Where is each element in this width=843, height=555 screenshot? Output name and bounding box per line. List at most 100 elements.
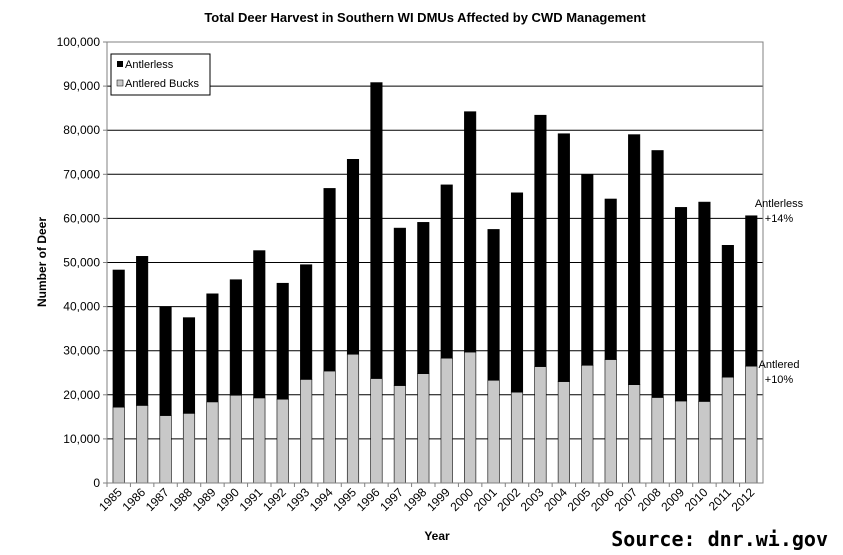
chart-title: Total Deer Harvest in Southern WI DMUs A… <box>204 10 646 25</box>
x-tick-label: 1989 <box>190 485 219 514</box>
legend-swatch-antlered <box>116 79 124 87</box>
bar-antlered <box>206 401 219 484</box>
x-tick-label: 1993 <box>283 485 312 514</box>
y-tick-label: 50,000 <box>63 256 100 270</box>
x-tick-label: 1999 <box>424 485 453 514</box>
bar-antlerless <box>628 134 641 385</box>
bar-antlerless <box>323 188 336 372</box>
source-text: Source: dnr.wi.gov <box>611 527 828 551</box>
bar-antlered <box>136 405 149 484</box>
bar-antlerless <box>745 215 758 367</box>
bar-antlerless <box>440 184 453 359</box>
bar-antlerless <box>159 306 172 416</box>
bar-antlered <box>534 366 547 484</box>
bar-antlered <box>370 378 383 484</box>
bar-antlered <box>440 357 453 484</box>
bars <box>112 82 758 484</box>
gridlines <box>103 41 763 484</box>
y-tick-label: 90,000 <box>63 79 100 93</box>
legend-label-antlerless: Antlerless <box>125 59 174 71</box>
bar-antlerless <box>487 229 500 381</box>
y-tick-label: 100,000 <box>57 35 101 49</box>
bar-antlered <box>346 353 360 484</box>
bar-antlered <box>674 400 688 484</box>
bar-antlered <box>112 406 125 484</box>
bar-antlerless <box>182 317 196 414</box>
bar-antlerless <box>674 207 688 402</box>
x-tick-label: 2002 <box>494 485 523 514</box>
bar-antlerless <box>510 192 524 393</box>
bar-antlerless <box>721 245 734 378</box>
bar-antlered <box>487 379 500 484</box>
bar-antlerless <box>604 198 617 360</box>
x-tick-label: 2011 <box>706 485 734 513</box>
bar-antlerless <box>417 222 430 374</box>
y-tick-label: 30,000 <box>63 344 100 358</box>
y-tick-label: 70,000 <box>63 167 100 181</box>
y-tick-label: 0 <box>93 476 100 490</box>
bar-antlered <box>698 401 711 484</box>
x-tick-label: 2003 <box>518 485 547 514</box>
bar-antlerless <box>300 264 313 380</box>
y-tick-label: 40,000 <box>63 300 100 314</box>
x-tick-label: 2006 <box>588 485 617 514</box>
bar-antlered <box>182 413 196 484</box>
bar-antlered <box>581 364 594 484</box>
bar-antlerless <box>346 159 360 355</box>
bar-antlered <box>510 391 524 484</box>
legend-label-antlered: Antlered Bucks <box>125 78 199 90</box>
bar-antlerless <box>698 201 711 402</box>
bar-antlerless <box>651 150 664 398</box>
bar-antlered <box>557 381 570 484</box>
x-tick-label: 2001 <box>471 485 500 514</box>
y-axis-title: Number of Deer <box>35 217 49 307</box>
bar-antlered <box>229 394 242 484</box>
bar-antlerless <box>557 133 570 382</box>
annotation-antlered-line1: Antlered <box>759 359 800 371</box>
legend-box <box>110 53 211 96</box>
y-tick-label: 20,000 <box>63 388 100 402</box>
bar-antlerless <box>393 227 406 386</box>
bar-antlered <box>745 365 758 484</box>
bar-antlered <box>651 397 664 484</box>
x-tick-label: 1994 <box>307 485 336 514</box>
legend: Antlerless Antlered Bucks <box>110 53 211 96</box>
x-tick-label: 2000 <box>447 485 476 514</box>
y-tick-label: 60,000 <box>63 211 100 225</box>
bar-antlered <box>721 376 734 484</box>
bar-antlerless <box>370 82 383 379</box>
bar-antlered <box>604 359 617 484</box>
bar-antlered <box>393 385 406 484</box>
x-tick-label: 1986 <box>119 485 148 514</box>
annotation-antlered: Antlered +10% <box>759 359 800 386</box>
bar-antlerless <box>581 174 594 366</box>
y-tick-label: 80,000 <box>63 123 100 137</box>
x-tick-label: 2005 <box>565 485 594 514</box>
x-tick-label: 1998 <box>401 485 430 514</box>
bar-antlered <box>300 379 313 484</box>
annotation-antlerless: Antlerless +14% <box>755 198 804 225</box>
plot-frame <box>106 41 764 484</box>
x-axis-title: Year <box>424 529 450 543</box>
x-axis-ticks: 1985198619871988198919901991199219931994… <box>96 483 758 514</box>
x-tick-label: 1985 <box>96 485 125 514</box>
bar-antlered <box>464 351 477 484</box>
legend-swatch-antlerless <box>117 61 123 67</box>
x-tick-label: 2010 <box>682 485 711 514</box>
x-tick-label: 2012 <box>729 485 758 514</box>
bar-antlerless <box>229 279 242 396</box>
x-tick-label: 1995 <box>330 485 359 514</box>
annotation-antlered-line2: +10% <box>765 374 794 386</box>
annotation-antlerless-line2: +14% <box>765 213 794 225</box>
x-tick-label: 1991 <box>237 485 266 514</box>
x-tick-label: 2004 <box>541 485 570 514</box>
bar-antlerless <box>206 293 219 403</box>
annotation-antlerless-line1: Antlerless <box>755 198 804 210</box>
bar-antlered <box>159 415 172 484</box>
bar-antlered <box>323 370 336 484</box>
x-tick-label: 2007 <box>611 485 640 514</box>
bar-antlered <box>417 373 430 484</box>
bar-antlerless <box>253 250 266 399</box>
bar-antlered <box>276 398 289 484</box>
